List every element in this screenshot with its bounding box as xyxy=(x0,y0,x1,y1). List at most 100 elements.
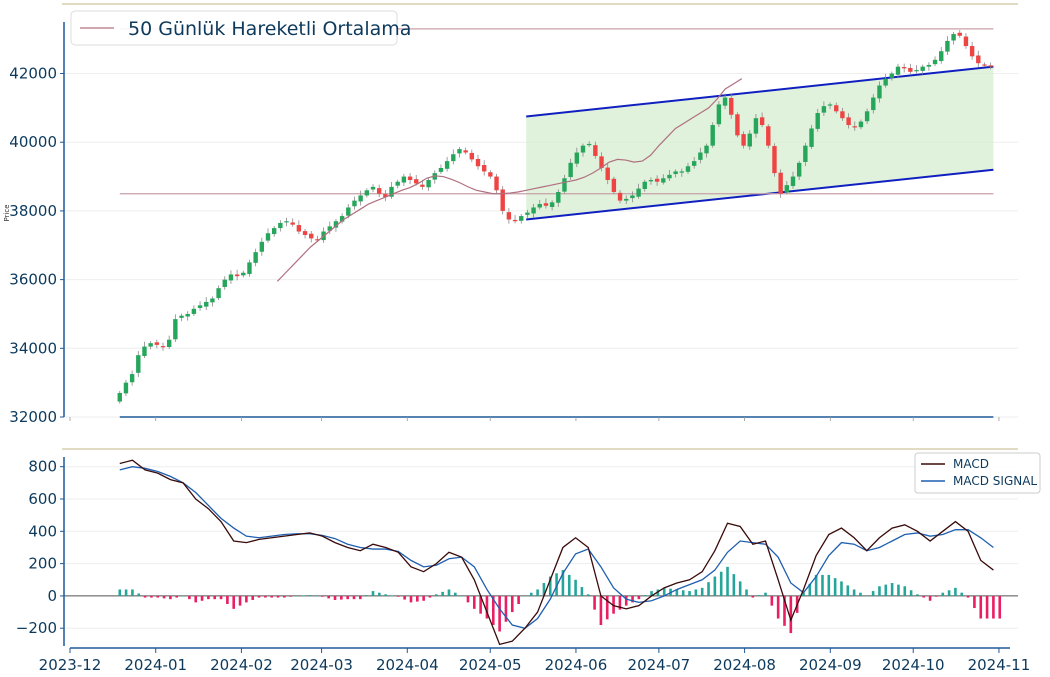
macd-histogram-bar xyxy=(397,595,400,597)
macd-histogram-bar xyxy=(517,595,520,604)
candle-body xyxy=(389,186,394,197)
macd-histogram-bar xyxy=(542,583,546,596)
candle-body xyxy=(877,85,882,99)
macd-histogram-bar xyxy=(846,585,850,596)
candle-body xyxy=(339,216,345,222)
macd-histogram-bar xyxy=(302,595,305,597)
candle-body xyxy=(364,190,370,196)
macd-histogram-bar xyxy=(441,591,444,596)
candle-body xyxy=(333,221,339,228)
candle-body xyxy=(883,78,888,86)
candle-body xyxy=(278,222,283,229)
macd-histogram-bar xyxy=(466,595,470,603)
macd-histogram-bar xyxy=(656,589,660,596)
candle-body xyxy=(327,226,332,231)
macd-histogram-bar xyxy=(732,574,736,596)
macd-histogram-bar xyxy=(624,595,628,606)
macd-histogram-bar xyxy=(700,587,704,596)
candle-body xyxy=(951,34,956,41)
macd-histogram-bar xyxy=(675,589,679,596)
macd-histogram-bar xyxy=(479,595,482,614)
candle-body xyxy=(247,262,252,274)
candle-body xyxy=(722,97,728,106)
candle-body xyxy=(444,161,450,169)
macd-histogram-bar xyxy=(169,595,172,600)
macd-histogram-bar xyxy=(428,595,432,598)
macd-histogram-bar xyxy=(561,570,565,596)
macd-histogram-bar xyxy=(694,589,698,596)
macd-histogram-bar xyxy=(453,592,457,596)
macd-histogram-bar xyxy=(143,595,147,598)
macd-histogram-bar xyxy=(802,592,805,596)
macd-histogram-bar xyxy=(485,595,489,619)
macd-histogram-bar xyxy=(251,595,255,600)
candle-body xyxy=(284,221,289,223)
macd-y-tick-label: −200 xyxy=(16,619,57,637)
candle-body xyxy=(401,176,407,183)
macd-histogram-bar xyxy=(985,595,989,619)
candle-body xyxy=(926,64,932,67)
macd-histogram-bar xyxy=(637,595,641,600)
macd-histogram-bar xyxy=(960,592,964,596)
candle-body xyxy=(939,51,944,62)
macd-histogram-bar xyxy=(947,590,951,596)
macd-histogram-bar xyxy=(555,573,558,596)
macd-histogram-bar xyxy=(884,584,888,596)
candle-body xyxy=(796,162,802,177)
price-y-tick-label: 34000 xyxy=(9,339,57,357)
macd-histogram-bar xyxy=(403,595,406,600)
macd-histogram-bar xyxy=(935,595,938,597)
candle-body xyxy=(821,106,827,113)
macd-histogram-bar xyxy=(916,594,919,596)
candle-body xyxy=(451,154,456,162)
macd-histogram-bar xyxy=(529,592,533,596)
macd-histogram-bar xyxy=(719,571,723,596)
candle-body xyxy=(500,189,505,211)
candle-body xyxy=(864,111,870,122)
candle-body xyxy=(976,55,981,64)
candle-body xyxy=(241,272,246,276)
candle-body xyxy=(914,70,919,72)
macd-line xyxy=(119,459,994,646)
candle-body xyxy=(698,152,703,160)
candle-body xyxy=(525,212,530,215)
candle-body xyxy=(549,202,555,207)
macd-histogram-bar xyxy=(992,595,995,619)
macd-histogram-bar xyxy=(536,589,539,596)
macd-histogram-bar xyxy=(510,595,514,613)
candle-body xyxy=(593,145,598,156)
candle-body xyxy=(963,36,969,47)
macd-histogram-bar xyxy=(371,591,375,596)
macd-histogram-bar xyxy=(384,594,387,596)
macd-histogram-bar xyxy=(194,595,198,603)
macd-histogram-bar xyxy=(340,595,343,600)
candle-body xyxy=(383,194,388,198)
macd-histogram-bar xyxy=(827,574,831,596)
macd-histogram-bar xyxy=(504,595,508,622)
candle-body xyxy=(494,176,499,191)
candle-body xyxy=(271,228,277,235)
macd-histogram-bar xyxy=(188,595,191,600)
macd-histogram-bar xyxy=(599,595,603,625)
channel-upper-line xyxy=(526,65,994,118)
macd-histogram-bar xyxy=(865,595,869,597)
macd-histogram-bar xyxy=(257,595,261,598)
candle-body xyxy=(420,184,425,187)
macd-histogram-bar xyxy=(580,587,584,596)
candle-body xyxy=(253,252,258,263)
candle-body xyxy=(463,150,468,153)
candle-body xyxy=(352,200,357,207)
candle-body xyxy=(741,134,746,146)
macd-histogram-bar xyxy=(422,595,425,601)
candle-body xyxy=(679,171,685,173)
macd-histogram-bar xyxy=(276,595,280,598)
candle-body xyxy=(716,104,722,125)
price-legend-box xyxy=(70,10,398,46)
macd-histogram-bar xyxy=(922,595,926,598)
candle-body xyxy=(895,66,901,75)
candle-body xyxy=(537,204,542,208)
macd-y-tick-label: 200 xyxy=(28,555,57,573)
candle-body xyxy=(661,178,666,183)
candle-body xyxy=(901,67,907,69)
macd-histogram-bar xyxy=(770,595,774,606)
